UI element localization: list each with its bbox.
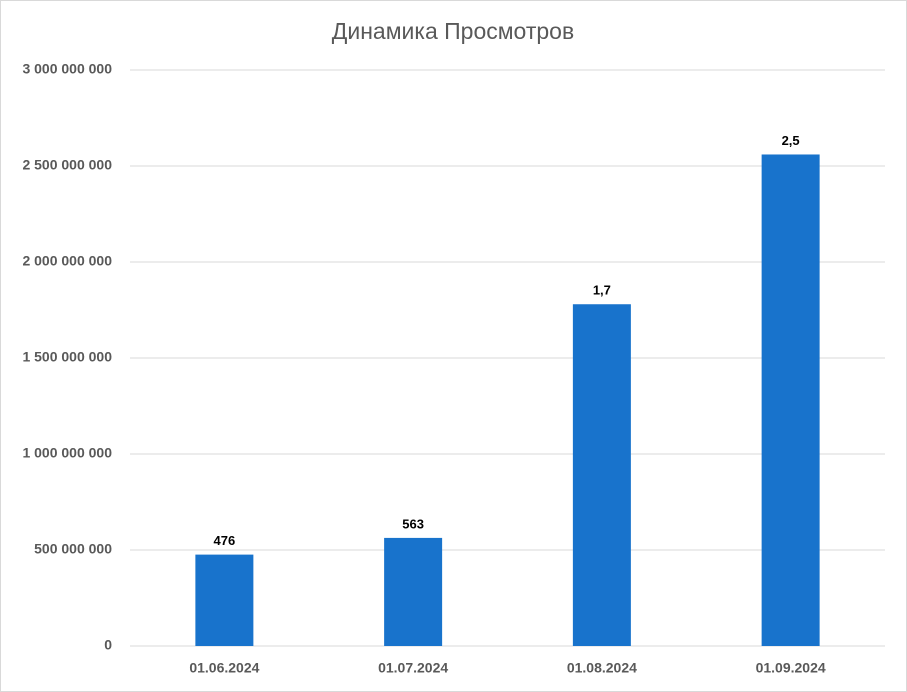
y-tick-label: 1 500 000 000	[22, 349, 112, 365]
value-label: 476	[214, 533, 236, 548]
value-label: 1,7	[593, 283, 611, 298]
y-tick-label: 2 500 000 000	[22, 157, 112, 173]
chart-title: Динамика Просмотров	[332, 18, 574, 44]
y-tick-label: 3 000 000 000	[22, 61, 112, 77]
x-tick-label: 01.08.2024	[567, 660, 637, 676]
y-tick-label: 2 000 000 000	[22, 253, 112, 269]
x-tick-label: 01.09.2024	[756, 660, 826, 676]
x-tick-label: 01.06.2024	[189, 660, 259, 676]
bar	[761, 154, 820, 647]
bar	[572, 304, 631, 646]
bar	[195, 554, 254, 646]
y-tick-label: 0	[104, 637, 112, 653]
value-label: 563	[402, 516, 424, 531]
y-tick-label: 1 000 000 000	[22, 445, 112, 461]
x-tick-label: 01.07.2024	[378, 660, 448, 676]
y-tick-label: 500 000 000	[34, 541, 112, 557]
bar	[384, 537, 443, 646]
value-label: 2,5	[782, 133, 800, 148]
